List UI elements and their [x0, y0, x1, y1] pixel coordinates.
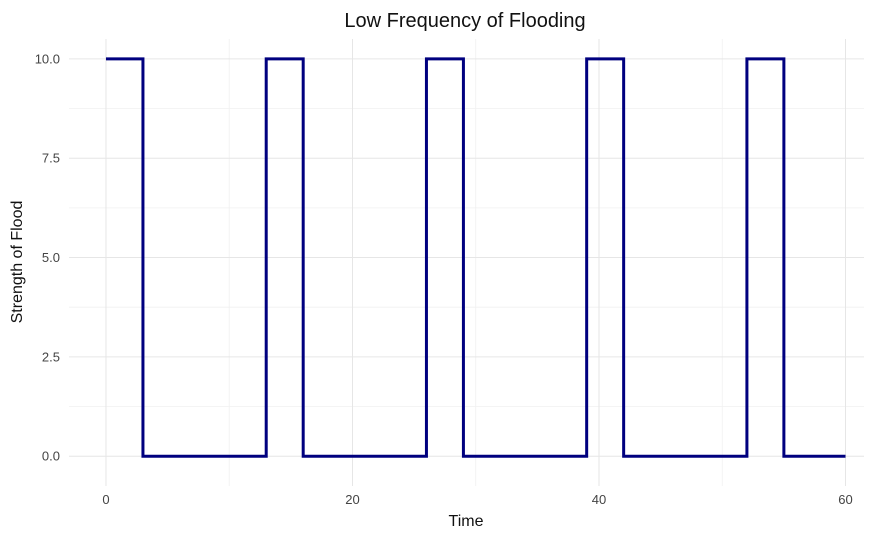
x-tick-label: 20	[345, 492, 359, 507]
y-tick-labels: 0.0 2.5 5.0 7.5 10.0	[35, 51, 60, 463]
x-axis-title: Time	[449, 513, 484, 530]
series-layer	[105, 57, 846, 458]
x-tick-label: 60	[838, 492, 852, 507]
y-tick-label: 0.0	[42, 449, 60, 464]
chart-title: Low Frequency of Flooding	[344, 10, 585, 32]
y-tick-label: 5.0	[42, 250, 60, 265]
grid-layer	[69, 39, 864, 486]
y-tick-label: 7.5	[42, 151, 60, 166]
x-tick-label: 0	[102, 492, 109, 507]
y-axis-title: Strength of Flood	[9, 201, 26, 324]
flood-strength-line	[105, 57, 846, 458]
x-tick-label: 40	[592, 492, 606, 507]
y-tick-label: 2.5	[42, 349, 60, 364]
x-tick-labels: 0 20 40 60	[102, 492, 852, 507]
y-tick-label: 10.0	[35, 51, 60, 66]
